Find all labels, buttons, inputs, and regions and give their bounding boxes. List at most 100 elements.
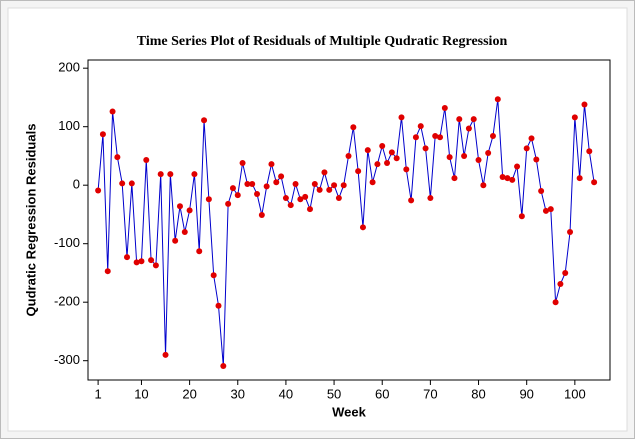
data-point [335, 195, 342, 202]
data-point [119, 180, 126, 187]
data-point [143, 157, 150, 164]
data-point [514, 163, 521, 170]
x-tick-label: 20 [182, 386, 196, 401]
data-point [287, 202, 294, 209]
data-point [388, 149, 395, 156]
data-point [523, 145, 530, 152]
y-tick-label: -200 [54, 294, 80, 309]
y-tick-label: 200 [58, 60, 80, 75]
data-point [359, 224, 366, 231]
plot-area [87, 59, 611, 381]
data-point [437, 134, 444, 141]
data-point [99, 131, 106, 138]
data-point [148, 257, 155, 264]
data-point [432, 133, 439, 140]
data-point [302, 193, 309, 200]
data-point [278, 173, 285, 180]
data-point [518, 213, 525, 220]
data-point [196, 248, 203, 255]
data-point [210, 272, 217, 279]
data-point [557, 281, 564, 288]
data-point [403, 166, 410, 173]
data-point [109, 108, 116, 115]
data-point [567, 228, 574, 235]
data-point [273, 179, 280, 186]
data-point [542, 207, 549, 214]
data-point [215, 302, 222, 309]
data-point [398, 114, 405, 121]
data-point [576, 175, 583, 182]
x-tick-label: 50 [327, 386, 341, 401]
data-point [374, 161, 381, 168]
data-point [229, 185, 236, 192]
data-point [528, 135, 535, 142]
data-point [201, 117, 208, 124]
data-point [254, 190, 261, 197]
data-point [95, 187, 102, 194]
data-point [547, 206, 554, 213]
data-point [494, 96, 501, 103]
x-tick-label: 90 [519, 386, 533, 401]
data-point [533, 156, 540, 163]
data-point [186, 207, 193, 214]
data-point [263, 183, 270, 190]
data-point [114, 154, 121, 161]
data-point [465, 125, 472, 132]
data-point [355, 168, 362, 175]
data-point [326, 186, 333, 193]
x-tick-label: 100 [564, 386, 586, 401]
y-tick-label: -100 [54, 235, 80, 250]
data-point [268, 161, 275, 168]
data-point [249, 181, 256, 188]
x-tick-label: 1 [94, 386, 101, 401]
data-point [384, 159, 391, 166]
data-point [133, 259, 140, 266]
data-point [350, 124, 357, 131]
data-point [172, 237, 179, 244]
y-tick-label: 100 [58, 118, 80, 133]
data-point [181, 228, 188, 235]
data-point [191, 171, 198, 178]
data-point [297, 196, 304, 203]
data-point [562, 269, 569, 276]
data-point [104, 268, 111, 275]
x-axis-label: Week [332, 404, 366, 419]
data-point [345, 152, 352, 159]
data-point [316, 186, 323, 193]
data-point [311, 181, 318, 188]
data-point [446, 154, 453, 161]
data-point [282, 195, 289, 202]
data-point [152, 262, 159, 269]
x-tick-label: 60 [375, 386, 389, 401]
data-point [417, 123, 424, 130]
data-point [504, 175, 511, 182]
data-point [258, 212, 265, 219]
x-tick-label: 10 [134, 386, 148, 401]
data-point [239, 159, 246, 166]
data-point [509, 176, 516, 183]
data-point [489, 133, 496, 140]
data-point [176, 203, 183, 210]
x-tick-label: 30 [231, 386, 245, 401]
data-point [234, 192, 241, 199]
data-point [306, 206, 313, 213]
data-point [470, 116, 477, 123]
data-point [538, 188, 545, 195]
data-point [138, 258, 145, 265]
data-point [321, 169, 328, 176]
data-point [412, 134, 419, 141]
data-point [581, 101, 588, 108]
data-point [456, 116, 463, 123]
x-tick-label: 70 [423, 386, 437, 401]
data-point [552, 299, 559, 306]
data-point [128, 180, 135, 187]
data-point [441, 104, 448, 111]
data-point [408, 197, 415, 204]
y-axis-label: Qudratic Regression Residuals [23, 124, 38, 317]
data-point [393, 155, 400, 162]
data-point [369, 179, 376, 186]
data-point [427, 195, 434, 202]
data-point [461, 152, 468, 159]
data-point [162, 351, 169, 358]
